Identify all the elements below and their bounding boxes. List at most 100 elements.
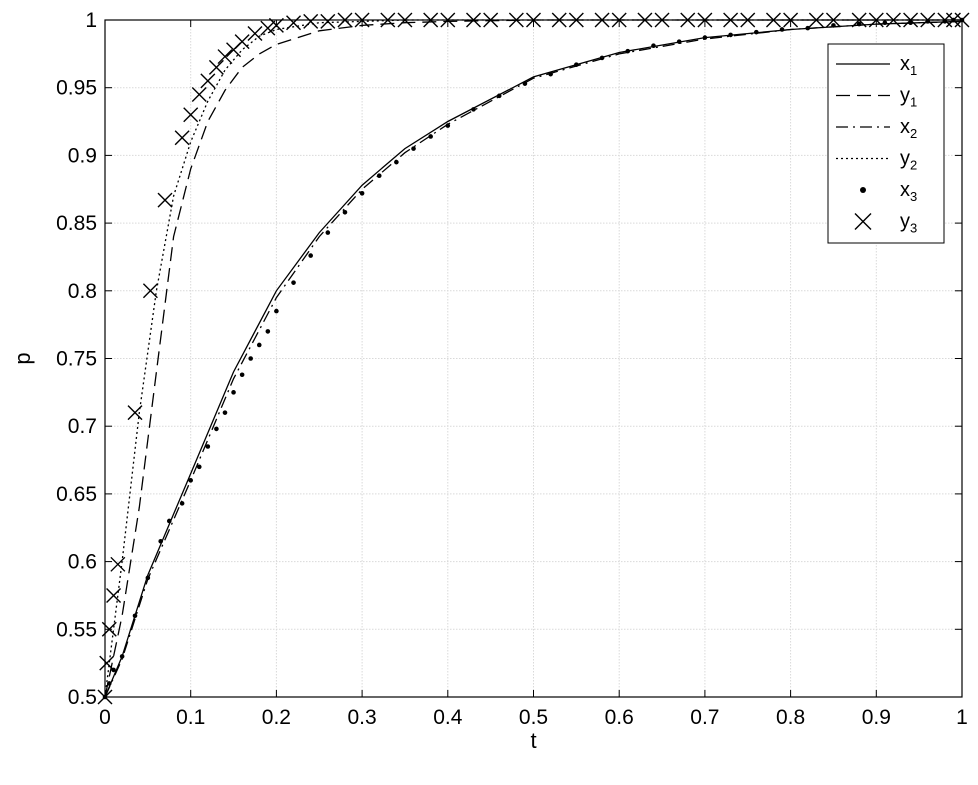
data-point-x3 [308,253,313,258]
data-point-x3 [179,501,185,506]
y-axis-label: p [10,352,35,364]
data-point-x3 [325,230,331,235]
data-point-x3 [106,681,112,686]
data-point-y3 [200,73,216,89]
legend-swatch-y3 [854,213,872,230]
data-point-y3 [208,59,224,75]
x-tick-label: 0.9 [862,706,891,729]
data-point-x3 [291,280,296,285]
data-point-x3 [239,372,245,378]
data-point-x3 [231,390,236,395]
data-point-y3 [217,49,233,65]
y-tick-label: 0.9 [68,144,97,167]
data-point-x3 [728,32,733,38]
data-point-x3 [411,146,416,151]
x-tick-label: 0.5 [519,706,548,729]
y-tick-label: 0.8 [68,280,97,303]
x-tick-label: 0.8 [776,706,805,729]
data-point-x3 [222,410,228,415]
data-point-x3 [548,71,553,77]
data-point-x3 [132,613,138,619]
data-point-y3 [157,192,173,208]
data-point-x3 [651,43,656,49]
data-point-x3 [256,342,262,348]
data-point-y3 [286,15,302,31]
y-tick-label: 0.65 [56,483,97,506]
y-tick-label: 0.55 [56,618,97,641]
data-point-x3 [376,173,382,179]
legend-subscript: 3 [910,189,917,204]
data-point-x3 [145,575,151,581]
x-tick-label: 0.4 [433,706,463,729]
legend-subscript: 3 [910,221,917,236]
data-point-x3 [702,35,708,40]
data-point-y3 [320,13,336,29]
data-point-x3 [522,81,528,86]
y-tick-label: 1 [85,9,97,32]
data-point-y3 [303,13,319,29]
data-point-x3 [394,159,399,165]
data-point-y3 [174,130,190,146]
legend-box [827,43,945,244]
series-y2 [104,19,962,698]
data-point-x3 [166,518,172,524]
x-tick-label: 0 [99,706,111,729]
data-point-x3 [205,444,211,449]
data-point-x3 [856,21,862,27]
series-line-x1 [104,20,963,698]
data-point-y3 [106,587,122,603]
data-point-x3 [831,23,836,28]
data-point-x3 [158,538,164,544]
data-point-x3 [196,464,202,470]
y-tick-label: 0.85 [56,212,97,235]
data-point-y3 [260,20,276,36]
x-axis-label: t [530,728,536,753]
x-tick-label: 0.1 [176,706,205,729]
data-point-x3 [805,25,811,31]
legend-subscript: 1 [910,95,917,110]
x-tick-label: 0.7 [690,706,719,729]
data-point-x3 [342,209,348,215]
y-tick-label: 0.5 [68,686,97,709]
data-point-x3 [882,20,888,26]
axis-ticks [104,19,963,698]
series-line-x2 [104,20,963,698]
series-line-y2 [104,19,962,698]
data-point-x3 [599,55,605,61]
data-point-x3 [754,29,759,35]
tick-labels: 0 0.1 0.2 0.3 0.4 0.5 0.6 0.7 0.8 0.9 1 0.5 0.55 0.6 0… [56,9,968,729]
legend-subscript: 2 [910,126,917,141]
data-point-x3 [248,356,253,361]
data-point-x3 [265,329,271,334]
data-point-y3 [191,86,207,102]
data-point-x3 [496,93,502,99]
data-point-x3 [274,308,279,314]
y-tick-label: 0.75 [56,348,97,371]
x-tick-label: 0.2 [262,706,291,729]
series-x1 [104,20,963,698]
data-point-y3 [142,283,158,299]
data-point-x3 [471,107,476,112]
y-tick-label: 0.6 [68,551,97,574]
x-tick-label: 0.6 [605,706,634,729]
data-point-y3 [234,34,250,50]
data-point-y3 [110,556,126,572]
data-point-y3 [99,655,115,671]
data-point-y3 [247,26,263,42]
legend-subscript: 1 [910,63,917,78]
data-point-y3 [183,107,199,123]
data-point-x3 [574,62,579,67]
data-point-x3 [779,27,785,32]
data-point-x3 [214,426,219,432]
data-point-x3 [359,191,365,196]
legend-swatch-x3 [860,187,866,193]
grid [105,20,962,697]
data-point-x3 [119,654,125,659]
x-tick-label: 0.3 [347,706,376,729]
data-point-x3 [676,39,682,44]
x-tick-label: 1 [956,706,968,729]
legend-subscript: 2 [910,158,917,173]
